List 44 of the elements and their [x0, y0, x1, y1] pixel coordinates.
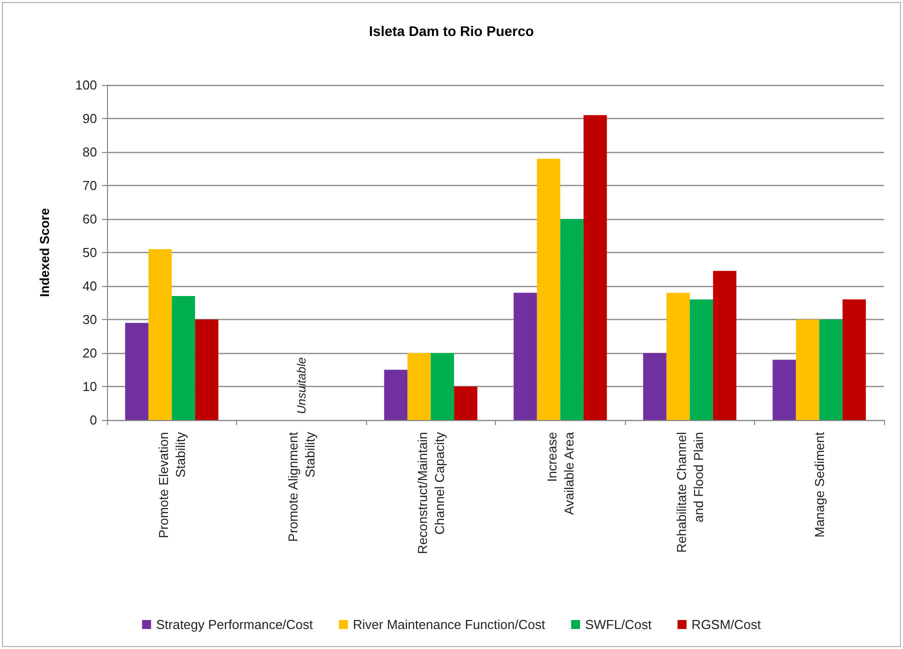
bar: [560, 219, 584, 420]
x-tick-label: Reconstruct/Maintain Channel Capacity: [414, 432, 447, 554]
bar: [819, 320, 843, 420]
y-axis-title: Indexed Score: [37, 208, 52, 297]
y-tick-label: 80: [82, 144, 97, 160]
bar: [690, 299, 714, 420]
bar: [643, 353, 666, 420]
y-tick-label: 60: [82, 212, 97, 226]
y-tick-label: 40: [82, 278, 97, 294]
legend-label: SWFL/Cost: [585, 617, 652, 632]
bar: [713, 270, 736, 420]
bar: [842, 299, 866, 420]
bar: [454, 386, 478, 420]
bar: [514, 292, 537, 420]
bar: [536, 158, 560, 420]
y-tick-label: 90: [82, 111, 97, 126]
bar: [172, 296, 196, 420]
bar: [796, 320, 820, 420]
legend-label: Strategy Performance/Cost: [156, 617, 314, 632]
legend-label: River Maintenance Function/Cost: [352, 617, 546, 632]
y-tick-label: 50: [82, 245, 97, 260]
chart-title: Isleta Dam to Rio Puerco: [369, 23, 534, 39]
y-tick-label: 10: [82, 379, 97, 394]
legend-label: RGSM/Cost: [692, 617, 762, 632]
y-tick-label: 100: [75, 78, 97, 92]
bar: [430, 353, 454, 420]
annotation: Unsuitable: [294, 356, 308, 414]
bar: [584, 115, 607, 420]
bar: [384, 370, 408, 420]
bar: [772, 360, 796, 420]
bar: [666, 292, 690, 420]
bar: [407, 353, 431, 420]
bar: [195, 320, 218, 420]
bar: [125, 322, 148, 420]
x-tick-label: Manage Sediment: [812, 432, 827, 538]
y-tick-label: 0: [90, 412, 97, 428]
y-tick-label: 70: [82, 178, 97, 193]
y-tick-label: 30: [82, 312, 97, 327]
bar: [148, 249, 172, 420]
x-tick-label: Promote Alignment Stability: [285, 432, 318, 542]
x-tick-label: Promote Elevation Stability: [156, 432, 188, 538]
y-tick-label: 20: [82, 346, 97, 360]
x-tick-label: Rehabilitate Channel and Flood Plain: [674, 432, 706, 553]
x-tick-label: Increase Available Area: [544, 431, 576, 515]
